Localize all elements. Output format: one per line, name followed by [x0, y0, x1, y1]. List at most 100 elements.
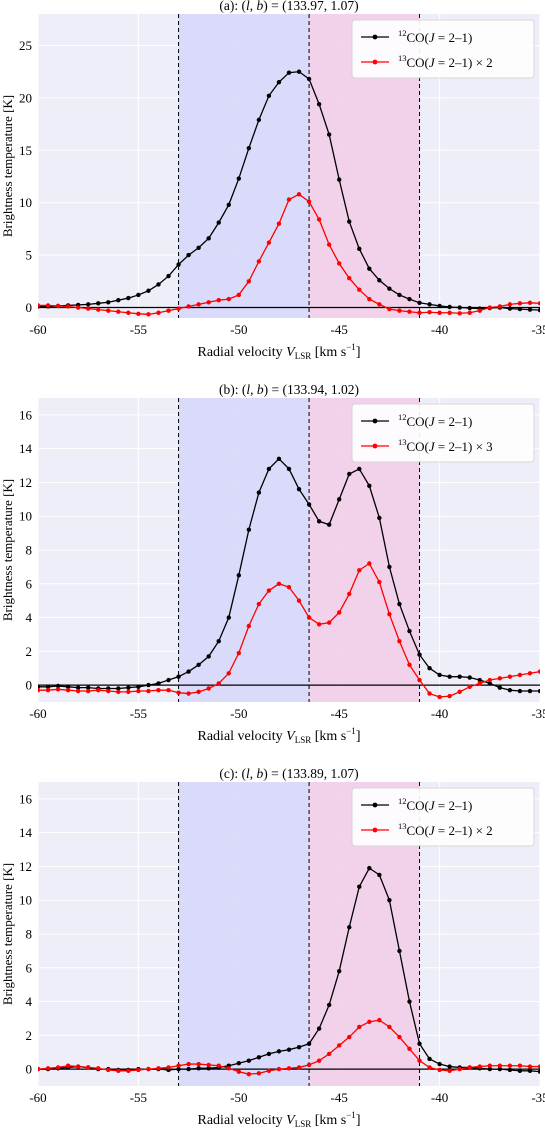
x-tick-value: -40	[431, 706, 448, 721]
y-tick-value: 6	[26, 576, 33, 591]
data-point	[156, 282, 161, 287]
data-point	[286, 1066, 292, 1071]
data-point	[367, 865, 372, 871]
data-point	[367, 561, 372, 566]
data-point	[136, 684, 141, 689]
xlabel-v: V	[286, 345, 296, 360]
data-point	[326, 522, 332, 527]
data-point	[86, 302, 91, 307]
data-point	[166, 687, 171, 693]
y-tick-label: 8	[26, 543, 33, 558]
data-point	[86, 306, 91, 311]
data-point	[316, 1026, 322, 1031]
data-point	[186, 691, 191, 696]
x-tick-label: -35	[531, 1090, 545, 1105]
y-tick-label: 10	[19, 893, 32, 908]
y-tick-value: 16	[19, 407, 33, 422]
data-point	[206, 686, 211, 691]
x-tick-value: -50	[230, 706, 247, 721]
velocity-range-0	[178, 782, 310, 1086]
data-point	[176, 1063, 181, 1068]
data-point	[186, 669, 191, 674]
data-point	[517, 1068, 523, 1074]
y-tick-label: 20	[19, 90, 32, 105]
x-tick-label: -35	[531, 706, 545, 721]
data-point	[306, 199, 312, 204]
data-point	[437, 1061, 442, 1067]
xlabel-main: Radial velocity	[198, 729, 287, 744]
data-point	[477, 1064, 482, 1069]
data-point	[206, 1066, 211, 1071]
data-point	[347, 471, 352, 477]
data-point	[38, 303, 41, 308]
data-point	[216, 681, 221, 686]
x-tick-value: -40	[431, 1090, 448, 1105]
title-sep: ,	[250, 382, 257, 397]
data-point	[236, 1069, 241, 1074]
data-point	[136, 311, 141, 317]
data-point	[437, 310, 442, 315]
x-tick-label: -55	[130, 706, 147, 721]
data-point	[246, 623, 252, 629]
data-point	[116, 686, 121, 691]
data-point	[65, 687, 71, 693]
data-point	[136, 292, 141, 298]
data-point	[266, 93, 272, 98]
data-point	[537, 307, 540, 313]
y-axis-label: Brightness temperature [K]	[0, 95, 15, 237]
legend-molecule: CO(	[407, 55, 429, 70]
y-tick-value: 0	[26, 678, 33, 693]
title-l: l	[246, 766, 250, 781]
legend-transition: = 2–1)	[435, 30, 473, 45]
data-point	[45, 303, 51, 308]
data-point	[246, 145, 252, 151]
y-tick-value: 0	[26, 300, 33, 315]
data-point	[357, 568, 362, 573]
title-l: l	[246, 0, 250, 13]
data-point	[236, 650, 241, 656]
data-point	[347, 1034, 352, 1040]
data-point	[38, 684, 41, 689]
legend-isotope: 12	[398, 796, 407, 806]
legend-transition: = 2–1) × 2	[435, 55, 493, 70]
y-tick-value: 8	[26, 927, 33, 942]
data-point	[447, 674, 452, 679]
data-point	[136, 688, 141, 694]
title-b: b	[257, 0, 264, 13]
legend-j: J	[429, 55, 436, 70]
x-tick-label: -45	[331, 1090, 348, 1105]
x-tick-label: -60	[29, 1090, 46, 1105]
data-point	[377, 1017, 382, 1023]
legend-molecule: CO(	[407, 30, 429, 45]
y-tick-value: 10	[19, 195, 32, 210]
data-point	[226, 202, 231, 207]
x-tick-value: -45	[331, 322, 348, 337]
data-point	[96, 687, 101, 693]
data-point	[387, 611, 392, 617]
data-point	[286, 197, 292, 202]
y-tick-value: 12	[19, 475, 32, 490]
x-tick-label: -45	[331, 322, 348, 337]
legend-label: 12CO(J = 2–1)	[398, 28, 472, 45]
data-point	[527, 307, 533, 312]
legend-marker	[372, 802, 378, 808]
data-point	[497, 1066, 503, 1072]
data-point	[166, 273, 171, 279]
ylabel-text: Brightness temperature [K]	[0, 479, 15, 621]
x-tick-label: -55	[130, 322, 147, 337]
data-point	[296, 598, 302, 603]
legend-j: J	[429, 439, 436, 454]
y-tick-label: 6	[26, 576, 33, 591]
xlabel-sub: LSR	[295, 1119, 312, 1129]
x-tick-label: -50	[230, 1090, 247, 1105]
data-point	[537, 1069, 540, 1074]
y-tick-label: 4	[26, 994, 33, 1009]
data-point	[357, 246, 362, 252]
data-point	[507, 687, 513, 693]
data-point	[377, 278, 382, 283]
velocity-range-0	[178, 14, 310, 318]
x-tick-value: -45	[331, 706, 348, 721]
data-point	[417, 310, 422, 315]
data-point	[487, 1066, 492, 1072]
data-point	[296, 1044, 302, 1050]
